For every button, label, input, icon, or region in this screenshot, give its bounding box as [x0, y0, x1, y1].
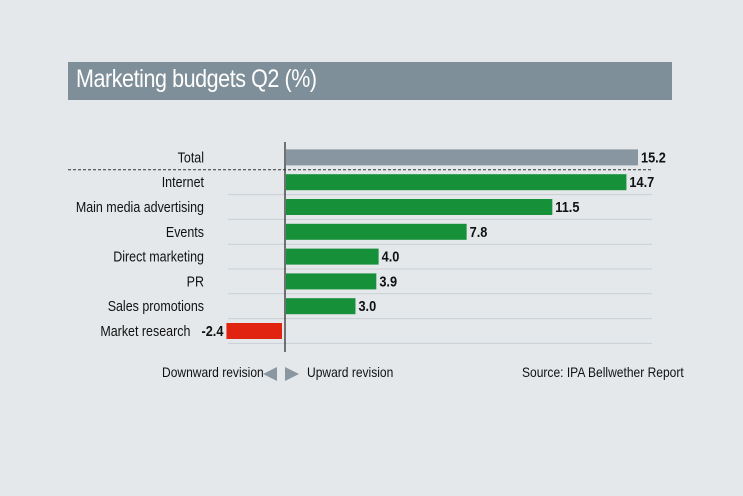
category-label: PR [187, 274, 205, 290]
right-arrow-icon [285, 367, 299, 381]
value-label: 7.8 [470, 224, 488, 240]
category-label: Total [178, 150, 204, 166]
chart-title: Marketing budgets Q2 (%) [76, 65, 317, 93]
bar-internet [286, 174, 627, 191]
source-note: Source: IPA Bellwether Report [522, 364, 684, 380]
value-label: 3.0 [358, 298, 376, 314]
legend: Downward revision Upward revision Source… [0, 364, 743, 384]
title-bar: Marketing budgets Q2 (%) [68, 62, 672, 100]
left-arrow-icon [263, 367, 277, 381]
bar-events [286, 223, 467, 240]
category-label: Events [166, 224, 204, 240]
value-label: 14.7 [629, 174, 654, 190]
category-label: Sales promotions [108, 298, 205, 314]
bar-pr [286, 273, 377, 290]
bar-sales-promotions [286, 298, 356, 315]
category-label: Market research [100, 323, 190, 339]
value-label: -2.4 [201, 323, 223, 339]
value-label: 11.5 [555, 199, 579, 215]
category-label: Internet [162, 174, 204, 190]
bar-direct-marketing [286, 248, 379, 265]
bar-main-media-advertising [286, 199, 553, 215]
category-label: Direct marketing [113, 249, 204, 265]
value-label: 3.9 [379, 274, 397, 290]
bar-market-research [226, 323, 282, 339]
value-label: 4.0 [382, 249, 400, 265]
value-label: 15.2 [641, 150, 666, 166]
upward-revision-label: Upward revision [307, 364, 394, 380]
category-label: Main media advertising [76, 199, 204, 215]
downward-revision-label: Downward revision [162, 364, 264, 380]
bar-total [286, 149, 638, 166]
